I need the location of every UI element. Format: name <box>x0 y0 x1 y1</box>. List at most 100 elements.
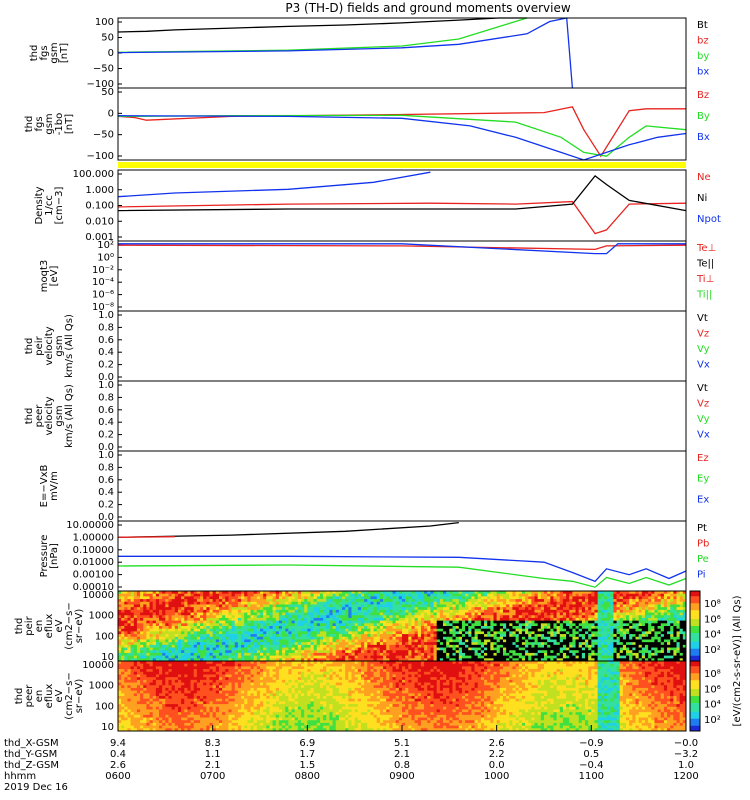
ytick-label: 10000 <box>82 590 114 601</box>
ylabel-line: km/s (All Qs) <box>64 384 75 448</box>
ylabel-line: fgs <box>34 116 45 131</box>
legend-label: Ex <box>697 494 709 505</box>
ylabel-line: eflux <box>44 614 55 639</box>
panel-peer-en-eflux: thd peer en eflux eV (cm2−s− sr−eV)10000100010… <box>14 660 721 733</box>
ylabel-line: velocity <box>44 326 55 365</box>
xaxis-value: 0.5 <box>583 749 599 760</box>
ylabel-line: sr−eV) <box>74 609 85 644</box>
series-line-Bz <box>117 106 686 158</box>
ylabel-line: thd <box>24 408 35 425</box>
panel-fgs: thd fgs gsm [nT] 100 50 0 −50 −100 Bt bz by bx <box>29 17 709 90</box>
ytick-label: 0.01000 <box>73 557 114 568</box>
ytick-label: 0.00010 <box>73 582 114 593</box>
ytick-label: 1.00000 <box>73 532 114 543</box>
ytick-label: 10² <box>97 240 114 251</box>
ytick-label: 1.0 <box>98 380 114 391</box>
date-label: 2019 Dec 16 <box>4 782 68 793</box>
legend-label: Ti⊥ <box>696 274 714 285</box>
series-line-Pe <box>117 564 687 588</box>
legend-label: Te⊥ <box>696 243 716 254</box>
legend-label: By <box>697 111 710 122</box>
xaxis-value: −0.4 <box>579 760 603 771</box>
ylabel-line: E=−VxB <box>39 465 50 508</box>
ylabel-peer-velocity: thd peer velocity gsm km/s (All Qs) <box>24 384 75 448</box>
legend-label: Vy <box>697 414 710 425</box>
ylabel-line: 1/cc <box>44 195 55 216</box>
ylabel-line: peer <box>34 404 45 428</box>
ytick-label: 10000 <box>82 660 114 671</box>
panel-density: Density 1/cc [cm−3] 100.000 1.000 0.100 0.010 0… <box>34 169 721 243</box>
legend-label: Bz <box>697 90 709 101</box>
ylabel-fgs: thd fgs gsm [nT] <box>29 42 70 63</box>
ylabel-line: thd <box>29 45 40 62</box>
ylabel-line: eV <box>54 619 65 632</box>
ytick-label: 0.100 <box>85 201 114 212</box>
ylabel-moqt3: moqt3 [eV] <box>39 260 60 293</box>
ylabel-line: (cm2−s− <box>64 672 75 719</box>
ylabel-line: [eV] <box>49 266 60 287</box>
ytick-label: 0.8 <box>98 322 114 333</box>
ylabel-line: velocity <box>44 396 55 435</box>
ytick-label: 0 <box>108 108 114 119</box>
xaxis-value: 1000 <box>484 771 509 782</box>
ylabel-line: thd <box>24 116 35 133</box>
ytick-label: −50 <box>93 64 114 75</box>
ytick-label: 0.4 <box>98 347 114 358</box>
ytick-label: 0.8 <box>98 462 114 473</box>
page-title: P3 (TH-D) fields and ground moments over… <box>285 1 570 15</box>
ytick-label: 0.00100 <box>73 570 114 581</box>
xaxis-value: 2.1 <box>394 749 410 760</box>
ytick-label: 0.6 <box>98 335 114 346</box>
ytick-label: −100 <box>87 151 114 162</box>
legend-label: Vx <box>697 360 710 371</box>
ylabel-fgs-gsm-1bo: thd fgs gsm -1bo [nT] <box>24 113 75 135</box>
series-line-Bt <box>117 17 527 33</box>
legend-label: Bx <box>697 132 710 143</box>
ytick-label: 10⁻⁸ <box>92 302 114 313</box>
ylabel-line: gsm <box>54 405 65 426</box>
panel-frame <box>117 310 687 382</box>
ylabel-line: Density <box>34 186 45 224</box>
ylabel-line: thd <box>14 618 25 635</box>
colorbar-tick: 10⁴ <box>704 630 721 641</box>
colorbar-tick: 10⁶ <box>704 614 721 625</box>
colorbar-tick: 10² <box>704 715 721 726</box>
ylabel-line: -1bo <box>54 113 65 135</box>
xaxis-value: −3.2 <box>674 749 698 760</box>
xaxis-value: 8.3 <box>205 738 221 749</box>
legend-label: Ne <box>697 172 711 183</box>
legend-label: Pb <box>697 539 709 550</box>
series-line-Npot <box>117 171 431 198</box>
series-line-by <box>117 17 528 53</box>
ytick-label: 50 <box>101 87 114 98</box>
legend-label: bz <box>697 36 709 47</box>
ytick-label: 10⁰ <box>97 252 114 263</box>
ylabel-peer-en-eflux: thd peer en eflux eV (cm2−s− sr−eV) <box>14 672 85 719</box>
ylabel-line: [nT] <box>64 114 75 134</box>
panel-peer-velocity: thd peer velocity gsm km/s (All Qs) 1.00.8 0.6… <box>24 380 710 453</box>
ytick-label: 10⁻² <box>92 265 114 276</box>
series-line-Pt <box>117 521 459 538</box>
ylabel-line: mV/m <box>49 471 60 501</box>
colorbar-tick: 10² <box>704 645 721 656</box>
ytick-label: 0.6 <box>98 475 114 486</box>
ylabel-line: peir <box>34 335 45 355</box>
panel-peir-en-eflux: thd peir en eflux eV (cm2−s− sr−eV)10000100010… <box>14 590 721 663</box>
xaxis-row-label: thd_X-GSM <box>4 738 59 749</box>
ylabel-line: gsm <box>49 42 60 63</box>
colorbar: 10⁸ 10⁶ 10⁴ 10² <box>689 660 721 732</box>
ylabel-line: gsm <box>54 335 65 356</box>
ytick-label: 10 <box>101 722 114 733</box>
spectrogram <box>118 661 687 732</box>
legend-label: Vt <box>697 313 708 324</box>
legend-label: Ti|| <box>696 290 712 301</box>
ytick-label: 1000 <box>89 611 114 622</box>
panel-peir-velocity: thd peir velocity gsm km/s (All Qs) 1.00.8 0.6… <box>24 310 710 383</box>
ylabel-peir-velocity: thd peir velocity gsm km/s (All Qs) <box>24 314 75 378</box>
ylabel-line: eV <box>54 689 65 702</box>
xaxis-row-label: thd_Y-GSM <box>4 749 57 760</box>
xaxis-value: 1.5 <box>299 760 315 771</box>
series-line-Pb <box>117 536 175 538</box>
